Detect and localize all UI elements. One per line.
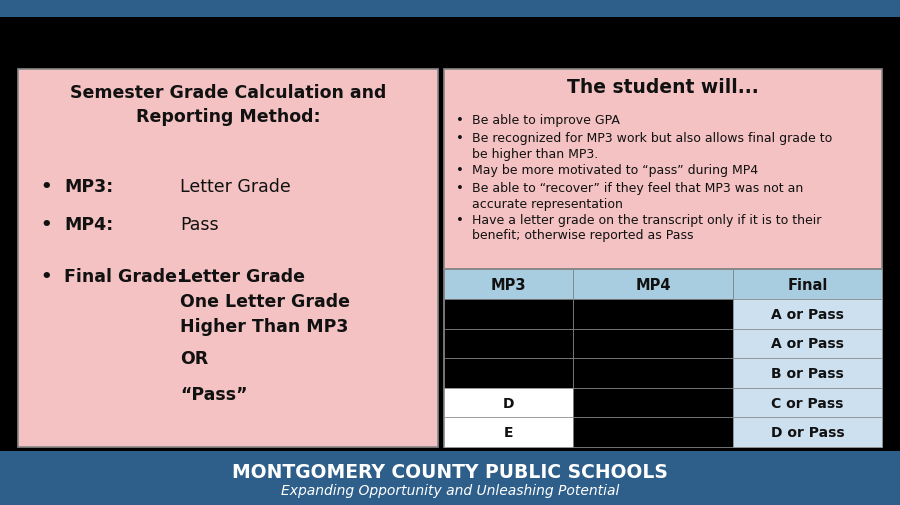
Text: Be recognized for MP3 work but also allows final grade to
be higher than MP3.: Be recognized for MP3 work but also allo… [472,132,832,160]
Text: Letter Grade: Letter Grade [180,178,291,195]
Text: Be able to improve GPA: Be able to improve GPA [472,114,620,127]
Text: C or Pass: C or Pass [771,396,843,410]
Text: Have a letter grade on the transcript only if it is to their
benefit; otherwise : Have a letter grade on the transcript on… [472,214,822,242]
Bar [444,388,573,418]
Text: •: • [456,182,464,194]
Text: Final: Final [788,277,828,292]
Text: Expanding Opportunity and Unleashing Potential: Expanding Opportunity and Unleashing Pot… [281,483,619,497]
Bar [573,418,733,447]
Text: D: D [503,396,515,410]
Bar [573,270,733,299]
Text: E: E [504,425,513,439]
Bar [573,388,733,418]
Text: OR: OR [180,349,208,367]
Bar [444,359,573,388]
Text: MP4: MP4 [635,277,670,292]
Text: •: • [40,178,51,195]
Text: •: • [456,114,464,127]
Text: MONTGOMERY COUNTY PUBLIC SCHOOLS: MONTGOMERY COUNTY PUBLIC SCHOOLS [232,462,668,481]
Bar [444,329,573,359]
Text: •: • [40,216,51,233]
Bar [18,70,438,447]
Text: MP3:: MP3: [64,178,113,195]
Bar [734,299,882,329]
Text: •: • [456,132,464,145]
Text: The student will...: The student will... [567,78,759,97]
Text: D or Pass: D or Pass [770,425,844,439]
Bar [734,418,882,447]
Text: Semester Grade Calculation and
Reporting Method:: Semester Grade Calculation and Reporting… [70,84,386,125]
Bar [734,270,882,299]
Text: Letter Grade
One Letter Grade
Higher Than MP3: Letter Grade One Letter Grade Higher Tha… [180,268,350,335]
Text: May be more motivated to “pass” during MP4: May be more motivated to “pass” during M… [472,164,758,177]
Bar [573,299,733,329]
Bar [734,388,882,418]
Bar [0,451,900,505]
Bar [444,418,573,447]
Text: MP4:: MP4: [64,216,113,233]
Text: Final Grade:: Final Grade: [64,268,184,285]
Text: •: • [456,164,464,177]
Text: •: • [456,214,464,227]
Text: •: • [40,268,51,285]
Bar [444,299,573,329]
Bar [573,359,733,388]
Text: A or Pass: A or Pass [771,337,844,350]
Bar [444,270,573,299]
Text: B or Pass: B or Pass [771,366,844,380]
Bar [573,329,733,359]
Text: A or Pass: A or Pass [771,307,844,321]
Text: Pass: Pass [180,216,219,233]
Bar [444,270,882,447]
Text: Be able to “recover” if they feel that MP3 was not an
accurate representation: Be able to “recover” if they feel that M… [472,182,803,210]
Bar [734,359,882,388]
Text: MP3: MP3 [491,277,526,292]
Bar [734,329,882,359]
Text: “Pass”: “Pass” [180,385,248,403]
Bar [0,0,900,18]
Bar [444,70,882,270]
